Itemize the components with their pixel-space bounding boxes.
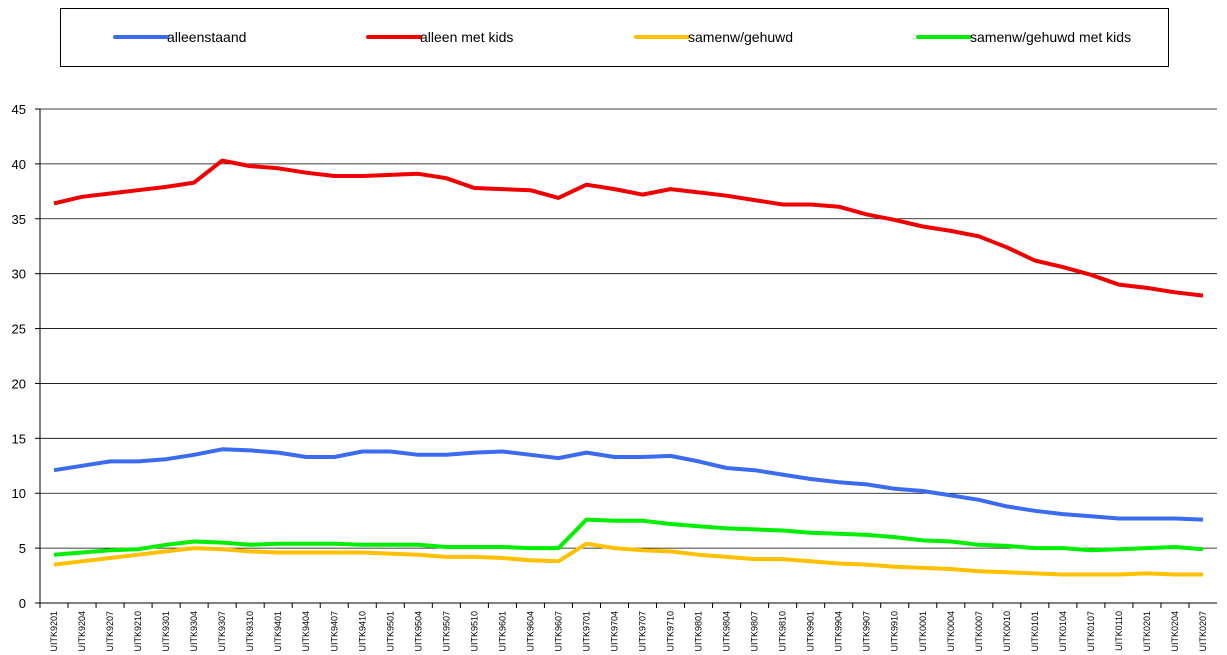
x-tick-label: UITK9901 — [806, 611, 816, 652]
y-tick-label: 15 — [12, 431, 26, 446]
x-tick-label: UITK9907 — [862, 611, 872, 652]
x-tick-label: UITK9504 — [413, 611, 423, 652]
x-tick-label: UITK9501 — [385, 611, 395, 652]
x-tick-label: UITK9204 — [77, 611, 87, 652]
y-tick-label: 30 — [12, 267, 26, 282]
x-tick-label: UITK9810 — [778, 611, 788, 652]
x-tick-label: UITK9201 — [49, 611, 59, 652]
x-tick-label: UITK9710 — [666, 611, 676, 652]
x-tick-label: UITK9304 — [189, 611, 199, 652]
x-tick-label: UITK9701 — [581, 611, 591, 652]
legend-box — [60, 8, 1169, 67]
x-tick-label: UITK9804 — [722, 611, 732, 652]
y-tick-label: 20 — [12, 376, 26, 391]
x-tick-label: UITK9301 — [161, 611, 171, 652]
y-tick-label: 25 — [12, 322, 26, 337]
x-tick-label: UITK9904 — [834, 611, 844, 652]
x-tick-label: UITK0004 — [946, 611, 956, 652]
x-tick-label: UITK9801 — [694, 611, 704, 652]
x-tick-label: UITK0110 — [1114, 611, 1124, 651]
x-tick-label: UITK9401 — [273, 611, 283, 652]
x-tick-label: UITK0007 — [974, 611, 984, 652]
series-line — [53, 517, 1204, 557]
y-tick-label: 40 — [12, 157, 26, 172]
series-line — [53, 447, 1204, 522]
legend-label: alleen met kids — [420, 29, 513, 45]
series-line — [53, 158, 1204, 298]
y-tick-label: 35 — [12, 212, 26, 227]
legend-label: samenw/gehuwd met kids — [970, 29, 1131, 45]
x-tick-label: UITK9310 — [245, 611, 255, 652]
x-tick-label: UITK9507 — [441, 611, 451, 652]
x-tick-label: UITK9807 — [750, 611, 760, 652]
y-tick-label: 0 — [19, 596, 26, 611]
x-tick-label: UITK9410 — [357, 611, 367, 652]
x-tick-label: UITK0204 — [1170, 611, 1180, 652]
y-tick-label: 45 — [12, 102, 26, 117]
y-tick-label: 10 — [12, 486, 26, 501]
x-tick-label: UITK9604 — [525, 611, 535, 652]
x-tick-label: UITK9707 — [638, 611, 648, 652]
x-tick-label: UITK9210 — [133, 611, 143, 652]
x-tick-label: UITK0101 — [1030, 611, 1040, 652]
y-tick-label: 5 — [19, 541, 26, 556]
x-tick-label: UITK9510 — [469, 611, 479, 652]
x-tick-label: UITK0207 — [1198, 611, 1208, 652]
x-tick-label: UITK0010 — [1002, 611, 1012, 652]
x-tick-label: UITK9601 — [497, 611, 507, 652]
x-tick-label: UITK9607 — [553, 611, 563, 652]
x-tick-label: UITK9404 — [301, 611, 311, 652]
series-line — [53, 541, 1203, 577]
x-tick-label: UITK9207 — [105, 611, 115, 652]
legend-label: alleenstaand — [167, 29, 246, 45]
x-tick-label: UITK9407 — [329, 611, 339, 652]
x-tick-label: UITK0104 — [1058, 611, 1068, 652]
x-tick-label: UITK9307 — [217, 611, 227, 652]
x-tick-label: UITK0001 — [918, 611, 928, 652]
legend-label: samenw/gehuwd — [688, 29, 793, 45]
x-tick-label: UITK0107 — [1086, 611, 1096, 652]
x-tick-label: UITK9704 — [609, 611, 619, 652]
x-tick-label: UITK0201 — [1142, 611, 1152, 652]
x-tick-label: UITK9910 — [890, 611, 900, 652]
